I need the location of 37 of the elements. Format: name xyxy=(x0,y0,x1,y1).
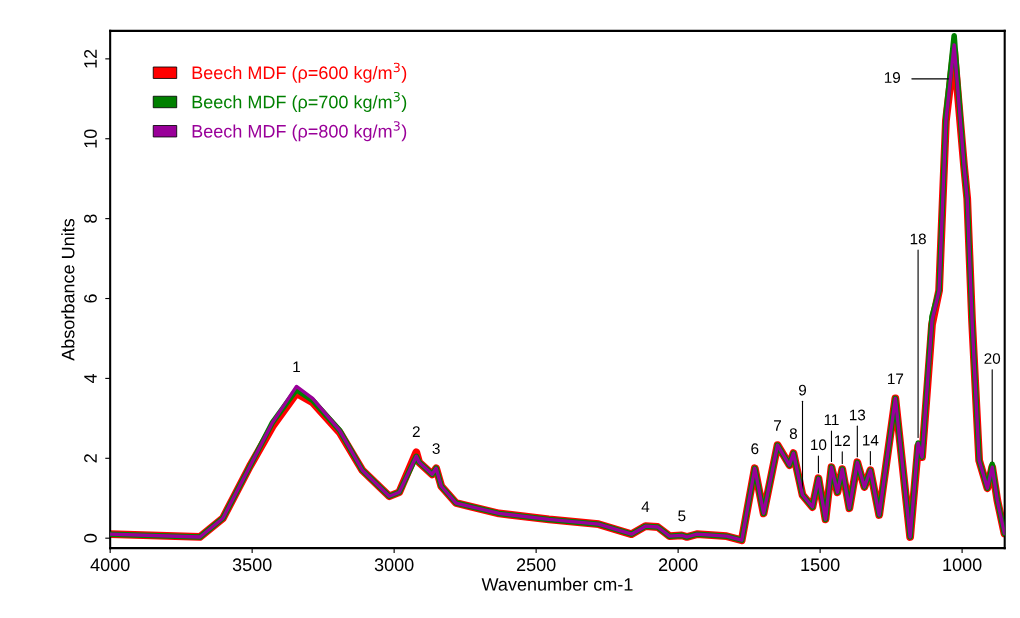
x-tick-label: 4000 xyxy=(90,558,130,572)
annotation: 5 xyxy=(678,510,686,522)
legend-label: Beech MDF (ρ=600 kg/m$^{3}$) xyxy=(192,62,407,83)
annotation: 2 xyxy=(412,426,420,437)
annotation: 20 xyxy=(984,353,1001,364)
x-tick-label: 3500 xyxy=(232,558,272,572)
x-tick-label: 1500 xyxy=(801,558,840,572)
annotation: 14 xyxy=(863,435,879,446)
y-tick-label: 12 xyxy=(84,49,97,68)
y-tick-label: 4 xyxy=(84,373,97,384)
x-tick-label: 2000 xyxy=(658,558,698,572)
annotation: 1 xyxy=(293,361,300,373)
y-tick-label: 8 xyxy=(84,214,97,223)
y-tick-label: 10 xyxy=(84,129,97,148)
annotation: 17 xyxy=(888,373,904,385)
annotation: 10 xyxy=(811,439,827,451)
annotation: 9 xyxy=(798,384,807,396)
y-tick-label: 6 xyxy=(84,294,97,303)
y-tick-label: 2 xyxy=(84,454,97,463)
x-tick-label: 1000 xyxy=(943,558,982,572)
annotation: 11 xyxy=(824,414,839,426)
annotation: 19 xyxy=(884,72,901,83)
annotation: 18 xyxy=(910,233,926,245)
x-tick-label: 2500 xyxy=(516,558,556,572)
annotation: 13 xyxy=(849,409,866,421)
annotation: 6 xyxy=(751,443,759,455)
annotation: 4 xyxy=(641,501,650,512)
legend-label: Beech MDF (ρ=800 kg/m$^{3}$) xyxy=(192,121,407,142)
x-axis-title: Wavenumber cm-1 xyxy=(481,577,633,591)
annotation: 8 xyxy=(789,428,797,439)
y-tick-label: 0 xyxy=(84,533,97,543)
annotation: 12 xyxy=(834,435,850,446)
annotation: 7 xyxy=(774,420,781,431)
x-tick-label: 3000 xyxy=(374,558,414,572)
legend-label: Beech MDF (ρ=700 kg/m$^{3}$) xyxy=(192,91,407,112)
annotation: 3 xyxy=(432,443,440,454)
y-axis-title: Absorbance Units xyxy=(61,218,75,361)
